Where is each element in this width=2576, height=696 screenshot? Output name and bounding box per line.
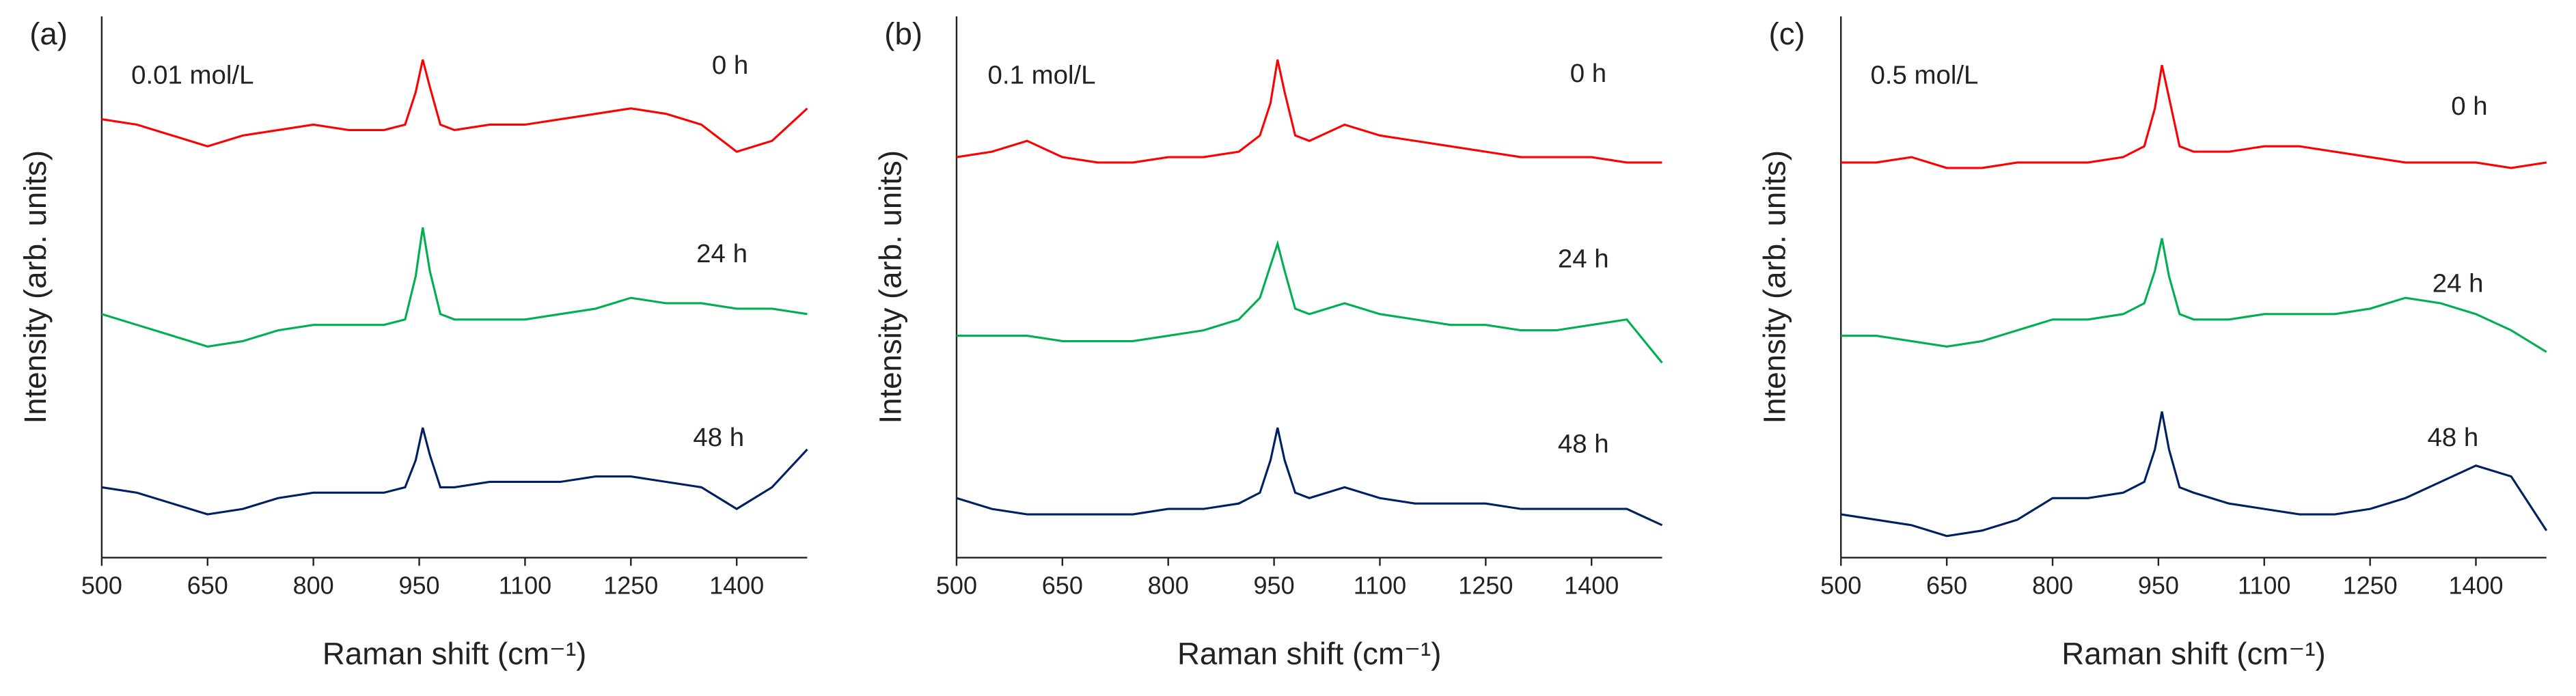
x-tick-label: 500 (1820, 571, 1861, 599)
x-tick-label: 800 (293, 571, 334, 599)
spectrum-line (101, 427, 808, 516)
x-tick-label: 950 (2138, 571, 2179, 599)
spectrum-line (101, 227, 808, 348)
panel: 500 650 800 950 1100 1250 1400 Raman shift (cm⁻… (1757, 16, 2548, 671)
x-tick-label: 1100 (499, 571, 551, 599)
x-tick-label: 950 (398, 571, 439, 599)
panel-label: (c) (1769, 16, 1805, 51)
x-tick-label: 650 (1926, 571, 1967, 599)
spectrum-line (101, 59, 808, 153)
spectrum-line (1840, 411, 2548, 538)
x-tick-label: 1400 (2448, 571, 2503, 599)
x-tick-label: 800 (1148, 571, 1189, 599)
series-label: 0 h (1570, 59, 1606, 88)
series-label: 0 h (2451, 92, 2487, 121)
x-tick-label: 650 (1042, 571, 1083, 599)
series-label: 48 h (1558, 430, 1609, 459)
subtitle: 0.1 mol/L (988, 60, 1096, 89)
panel: 500 650 800 950 1100 1250 1400 Raman shift (cm⁻… (18, 16, 808, 671)
panel: 500 650 800 950 1100 1250 1400 Raman shift (cm⁻… (873, 16, 1663, 671)
x-tick-label: 1100 (1354, 571, 1406, 599)
y-axis-label: Intensity (arb. units) (1757, 150, 1792, 424)
x-axis-label: Raman shift (cm⁻¹) (1177, 637, 1441, 671)
x-tick-label: 800 (2032, 571, 2073, 599)
y-axis-label: Intensity (arb. units) (18, 150, 53, 424)
subtitle: 0.01 mol/L (131, 60, 254, 89)
panel-label: (a) (29, 16, 68, 51)
spectrum-line (956, 240, 1663, 364)
x-axis-label: Raman shift (cm⁻¹) (2061, 637, 2325, 671)
spectrum-line (956, 59, 1662, 164)
series-label: 48 h (2428, 423, 2479, 452)
y-axis-label: Intensity (arb. units) (873, 150, 907, 424)
x-tick-label: 1400 (1564, 571, 1619, 599)
series-label: 24 h (696, 239, 748, 268)
subtitle: 0.5 mol/L (1870, 60, 1978, 89)
x-tick-label: 500 (81, 571, 122, 599)
series-label: 0 h (712, 51, 748, 80)
x-tick-label: 1100 (2238, 571, 2290, 599)
series-label: 24 h (2433, 268, 2484, 298)
series-label: 48 h (693, 423, 744, 452)
series-label: 24 h (1558, 244, 1609, 273)
x-tick-label: 1250 (603, 571, 658, 599)
x-tick-label: 1250 (1458, 571, 1513, 599)
x-axis-label: Raman shift (cm⁻¹) (323, 637, 586, 671)
x-tick-label: 650 (187, 571, 228, 599)
x-tick-label: 1400 (709, 571, 764, 599)
panel-label: (b) (884, 16, 922, 51)
spectrum-line (956, 427, 1663, 527)
x-tick-label: 1250 (2343, 571, 2398, 599)
x-tick-label: 950 (1254, 571, 1295, 599)
x-tick-label: 500 (936, 571, 977, 599)
spectrum-line (1841, 64, 2547, 169)
spectrum-line (1841, 238, 2547, 353)
